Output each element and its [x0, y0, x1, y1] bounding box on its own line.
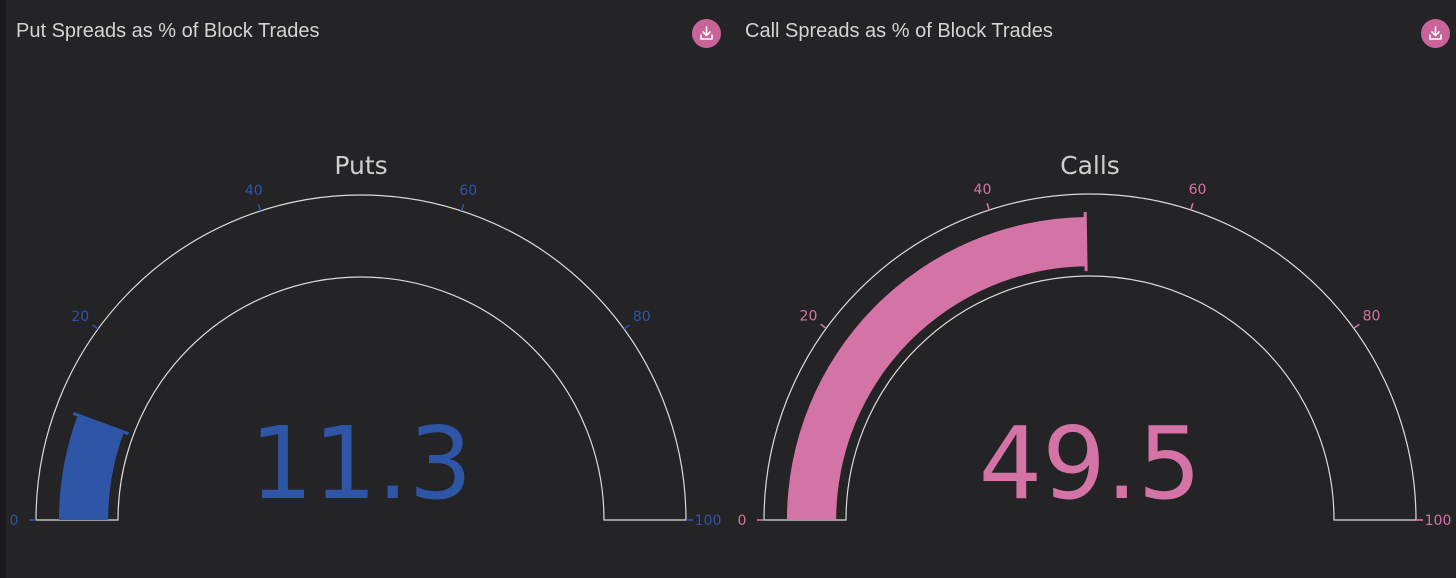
- gauge-value-marker: [1083, 212, 1088, 272]
- gauge-value-bar: [786, 216, 1087, 521]
- gauge-tick-label: 20: [800, 308, 818, 324]
- gauge-tick: [460, 204, 465, 212]
- download-icon: [700, 26, 713, 40]
- put-spreads-panel: Put Spreads as % of Block Trades 0 20 40 60…: [6, 0, 729, 578]
- download-button[interactable]: [692, 19, 721, 48]
- gauge-tick-label: 0: [738, 513, 747, 529]
- gauge-band: [35, 194, 687, 521]
- gauge-value: 11.3: [250, 405, 473, 522]
- gauge-tick-label: 40: [974, 182, 992, 198]
- download-icon: [1429, 26, 1442, 40]
- gauge-value: 49.5: [979, 405, 1202, 522]
- gauge-tick: [257, 204, 262, 212]
- panel-title: Call Spreads as % of Block Trades: [745, 20, 1053, 42]
- gauge-tick-label: 100: [695, 513, 722, 529]
- gauge-value-bar: [58, 415, 124, 520]
- gauge-tick-label: 80: [633, 309, 651, 325]
- gauge-tick-label: 40: [245, 183, 263, 199]
- gauge-tick-label: 60: [459, 183, 477, 199]
- puts-gauge: 0 20 40 60 80 100 Puts 11.3: [10, 151, 722, 529]
- gauge-tick: [1189, 203, 1194, 211]
- gauge-tick-label: 20: [71, 309, 89, 325]
- gauge-value-marker: [72, 411, 130, 436]
- gauge-tick: [986, 203, 991, 211]
- panel-title: Put Spreads as % of Block Trades: [16, 20, 320, 42]
- window-edge: [0, 0, 6, 578]
- gauge-tick: [820, 323, 827, 330]
- gauge-tick: [1353, 323, 1360, 330]
- calls-gauge: 0 20 40 60 80 100 Calls 49.5: [738, 151, 1452, 529]
- gauge-tick-label: 60: [1189, 182, 1207, 198]
- gauge-tick-label: 80: [1363, 308, 1381, 324]
- gauge-title: Puts: [334, 151, 387, 180]
- gauge-tick: [91, 324, 99, 330]
- call-spreads-panel: Call Spreads as % of Block Trades 0 20 40 6…: [729, 0, 1456, 578]
- gauge-tick-label: 100: [1425, 513, 1452, 529]
- gauge-title: Calls: [1060, 151, 1120, 180]
- download-button[interactable]: [1421, 19, 1450, 48]
- gauge-tick-label: 0: [10, 513, 19, 529]
- gauge-tick: [623, 324, 631, 330]
